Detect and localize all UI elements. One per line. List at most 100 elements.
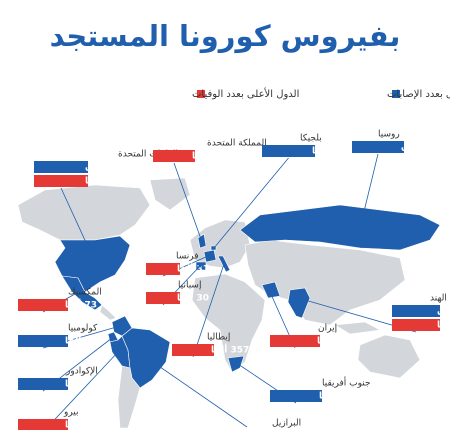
central-america (99, 304, 117, 321)
cases-box (270, 390, 322, 402)
iran (261, 281, 281, 299)
deaths-box (34, 175, 88, 187)
cases-value: 102 ألفا (312, 145, 350, 157)
leader-dot (198, 264, 202, 268)
country-name: فرنسا (176, 252, 199, 262)
deaths-box (392, 319, 440, 331)
country-name: إيطاليا (207, 333, 230, 343)
deaths-box (153, 150, 195, 162)
cases-value: مليون (401, 143, 427, 153)
leader-line (60, 187, 96, 263)
country-callout: الولايات المتحدة 6.7 مليون 199 ألفا (34, 150, 178, 264)
country-name: الإكوادور (65, 367, 98, 377)
country-callout: الهند 5.4 مليون 87 ألفا (303, 294, 450, 333)
leader-line (149, 359, 248, 428)
leader-dot (93, 260, 97, 264)
cases-value: 6.7 مليون (85, 163, 130, 173)
legend-label: الدول الأعلى بعدد الإصابات (387, 87, 450, 100)
country-name: الولايات المتحدة (118, 150, 178, 160)
title: بفيروس كورونا المستجد (50, 19, 401, 53)
australia (357, 334, 421, 379)
deaths-box (146, 263, 180, 275)
country-callout: البرازيل (148, 358, 301, 429)
country-name: البرازيل (272, 419, 301, 429)
deaths-value: 31 ألفا (65, 419, 97, 430)
leader-line (44, 351, 119, 430)
leader-dot (268, 290, 272, 294)
cases-value: 661 ألفا (319, 390, 357, 402)
cases-box (392, 305, 440, 317)
country-name: روسيا (378, 130, 400, 140)
legend-swatch (197, 90, 205, 98)
leader-dot (110, 336, 114, 340)
south-cone (117, 365, 141, 429)
cases-box (352, 141, 404, 153)
country-name: المملكة المتحدة (207, 139, 267, 149)
legend-label: الدول الأعلى بعدد الوفيات (192, 87, 299, 100)
world-map (17, 177, 441, 429)
leader-dot (236, 362, 240, 366)
deaths-value: 24 ألفا (317, 335, 349, 347)
country-name: بيرو (63, 408, 79, 418)
country-name: بلجيكا (300, 134, 322, 144)
legend-swatch (392, 90, 400, 98)
leader-dot (200, 240, 204, 244)
leader-dot (212, 246, 216, 250)
usa (54, 235, 131, 293)
leader-dot (148, 358, 152, 362)
deaths-value: 73 ألفا (65, 299, 97, 311)
deaths-box (172, 344, 214, 356)
deaths-value: 357 ألفا (211, 344, 249, 356)
leader-dot (118, 324, 122, 328)
leader-line (213, 157, 289, 249)
cases-box (18, 378, 68, 390)
leader-dot (222, 262, 226, 266)
russia (239, 204, 441, 251)
deaths-value: 199 ألفا (85, 175, 123, 187)
north-america (17, 184, 151, 241)
cases-value: 765 ألفا (65, 335, 103, 347)
deaths-value: 87 ألفا (437, 319, 450, 331)
france (203, 249, 217, 263)
country-name: كولومبيا (68, 324, 98, 334)
country-name: المكسيك (68, 288, 102, 298)
south-africa (227, 355, 245, 373)
deaths-box (18, 419, 68, 430)
deaths-value: 31 ألفا (177, 263, 209, 275)
cases-box (18, 335, 68, 347)
deaths-value: 30 ألفا (177, 292, 209, 304)
country-name: الهند (430, 294, 447, 304)
cases-box (34, 161, 88, 173)
leader-dot (116, 350, 120, 354)
deaths-value: 41 ألفا (192, 150, 224, 162)
leader-dot (358, 226, 362, 230)
deaths-box (18, 299, 68, 311)
greenland (149, 177, 191, 211)
country-name: إسبانيا (178, 281, 201, 291)
cases-value: 126 ألفا (65, 378, 103, 390)
leader-line (192, 263, 225, 358)
africa (191, 273, 266, 373)
country-name: جنوب أفريقيا (322, 377, 371, 389)
india (287, 287, 311, 319)
deaths-box (146, 292, 180, 304)
leader-dot (80, 288, 84, 292)
leader-dot (206, 254, 210, 258)
cases-value: 5.4 مليون (437, 307, 450, 317)
leader-line (359, 153, 379, 229)
leader-line (173, 162, 203, 243)
cases-box (262, 145, 315, 157)
country-name: إيران (318, 324, 337, 334)
